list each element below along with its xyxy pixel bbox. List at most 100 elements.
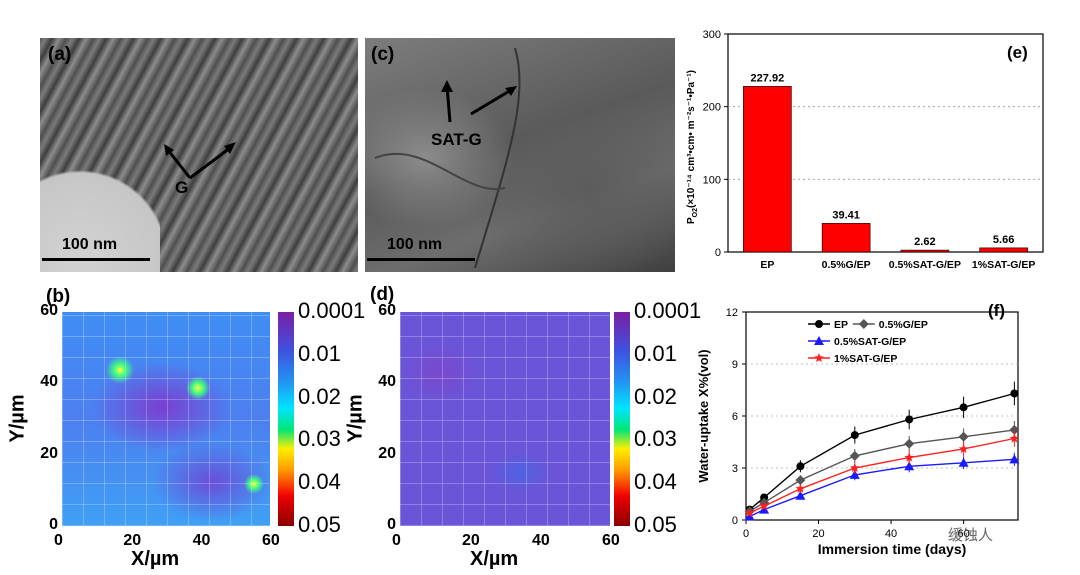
map-b-y-tick: 20 — [40, 444, 58, 462]
y-tick-label-e: 200 — [703, 102, 721, 114]
x-axis-title-f: Immersion time (days) — [818, 541, 967, 557]
marker-g: G — [175, 178, 189, 197]
colorbar-d-tick: 0.02 — [634, 383, 677, 409]
x-tick-label-e: 1%SAT-G/EP — [972, 259, 1035, 271]
bar-value-label: 39.41 — [832, 209, 860, 221]
scale-bar-c — [367, 258, 475, 261]
marker-satg: SAT-G — [431, 130, 482, 149]
map-b-grid — [62, 312, 270, 526]
point-1%SAT-G/EP — [904, 452, 914, 462]
colorbar-d-tick: 0.0001 — [634, 298, 702, 323]
y-axis-title-text-e: PO2(×10⁻¹⁴ cm³•cm• m⁻²s⁻¹•Pa⁻¹) — [686, 70, 699, 224]
y-axis-title-e: PO2(×10⁻¹⁴ cm³•cm• m⁻²s⁻¹•Pa⁻¹) — [686, 70, 699, 224]
point-0.5%G/EP — [858, 319, 869, 329]
legend-label: EP — [834, 319, 848, 331]
watermark-text: 缓蚀人 — [948, 527, 993, 544]
arrowhead-g-left — [164, 144, 174, 156]
colorbar-b — [278, 312, 294, 526]
bar-value-label: 227.92 — [751, 72, 785, 84]
y-tick-label-f: 3 — [732, 463, 738, 475]
point-EP — [959, 403, 968, 412]
point-EP — [760, 493, 769, 502]
panel-d-letter: (d) — [370, 284, 395, 305]
arrow-satg-right — [470, 88, 512, 116]
arrow-g-left — [166, 149, 192, 179]
x-tick-label-f: 20 — [812, 528, 824, 540]
point-0.5%G/EP — [1009, 424, 1020, 435]
map-d-y-title: Y/µm — [344, 394, 367, 443]
map-d-x-tick: 20 — [462, 532, 480, 549]
y-tick-label-f: 12 — [726, 307, 738, 319]
colorbar-b-tick: 0.02 — [298, 383, 341, 409]
map-d-y-tick: 0 — [387, 516, 396, 533]
map-d-y-tick: 20 — [378, 444, 396, 462]
x-tick-label-e: 0.5%SAT-G/EP — [889, 259, 961, 271]
point-0.5%SAT-G/EP — [904, 461, 915, 471]
point-EP — [796, 462, 805, 471]
colorbar-d-tick: 0.03 — [634, 426, 677, 452]
point-0.5%G/EP — [849, 450, 860, 461]
legend-label: 0.5%SAT-G/EP — [834, 336, 906, 348]
colorbar-d-tick: 0.05 — [634, 512, 677, 537]
point-1%SAT-G/EP — [850, 463, 860, 472]
point-0.5%SAT-G/EP — [759, 504, 770, 514]
arrow-g-right — [189, 146, 231, 180]
series-line-EP — [749, 392, 1015, 511]
arrowhead-g-right — [224, 142, 236, 154]
map-d-x-tick: 0 — [392, 532, 401, 549]
map-b-x-tick: 40 — [192, 532, 211, 549]
point-1%SAT-G/EP — [814, 353, 824, 362]
point-1%SAT-G/EP — [759, 501, 769, 511]
point-1%SAT-G/EP — [744, 508, 755, 518]
x-tick-label-f: 40 — [885, 528, 897, 540]
bar-EP — [743, 86, 792, 253]
colorbar-d-tick: 0.04 — [634, 469, 677, 495]
map-d-x-tick: 60 — [602, 532, 620, 549]
y-tick-label-f: 0 — [732, 515, 738, 527]
point-0.5%SAT-G/EP — [814, 336, 824, 345]
panel-e-letter: (e) — [1007, 43, 1028, 62]
point-EP — [1010, 389, 1019, 398]
x-tick-label-f: 60 — [957, 528, 969, 540]
legend-label: 1%SAT-G/EP — [834, 353, 897, 365]
point-0.5%SAT-G/EP — [958, 457, 969, 467]
panel-f-letter: (f) — [988, 301, 1005, 320]
scale-label-c: 100 nm — [387, 236, 443, 253]
grain-boundary-2 — [374, 152, 506, 191]
map-d-x-tick: 40 — [532, 532, 550, 549]
y-tick-label-f: 6 — [732, 411, 738, 423]
map-b-x-tick: 60 — [262, 532, 280, 549]
arrowhead-satg-up — [441, 80, 453, 92]
colorbar-b-tick: 0.05 — [298, 512, 341, 537]
potential-map-b — [62, 312, 270, 526]
y-axis-title-f: Water-uptake X%(vol) — [696, 349, 711, 482]
map-b-x-tick: 0 — [54, 532, 63, 549]
point-0.5%SAT-G/EP — [795, 490, 806, 500]
line-chart-f: 0 3 6 9 12 0 20 40 60 EP 0.5%G/EP 0.5%SAT-G/EP 1%SAT… — [696, 301, 1020, 557]
tem-a-overlay — [164, 142, 236, 180]
x-tick-label-f: 0 — [743, 528, 749, 540]
map-b-y-title: Y/µm — [6, 394, 29, 443]
point-0.5%G/EP — [958, 431, 969, 442]
point-0.5%SAT-G/EP — [1009, 454, 1020, 464]
y-tick-label-e: 100 — [703, 174, 721, 186]
map-d-y-tick: 40 — [378, 373, 396, 391]
colorbar-d-tick: 0.01 — [634, 340, 677, 366]
y-tick-label-e: 300 — [703, 29, 721, 41]
grain-boundary-1 — [474, 47, 521, 269]
point-0.5%SAT-G/EP — [744, 511, 755, 521]
panel-b-letter: (b) — [46, 286, 71, 307]
scale-bar-a — [42, 258, 150, 261]
bar-0.5%SAT-G/EP — [900, 249, 950, 253]
potential-map-d — [400, 312, 610, 526]
bar-value-label: 5.66 — [993, 234, 1014, 246]
scale-label-a: 100 nm — [62, 236, 118, 253]
point-1%SAT-G/EP — [958, 443, 969, 453]
panel-c-letter: (c) — [371, 44, 395, 65]
legend-label: 0.5%G/EP — [879, 319, 928, 331]
plot-frame-e — [727, 33, 1044, 253]
map-b-y-tick: 60 — [40, 302, 58, 319]
map-d-x-title: X/µm — [470, 548, 519, 570]
colorbar-b-tick: 0.01 — [298, 340, 341, 366]
bar-1%SAT-G/EP — [979, 247, 1028, 253]
